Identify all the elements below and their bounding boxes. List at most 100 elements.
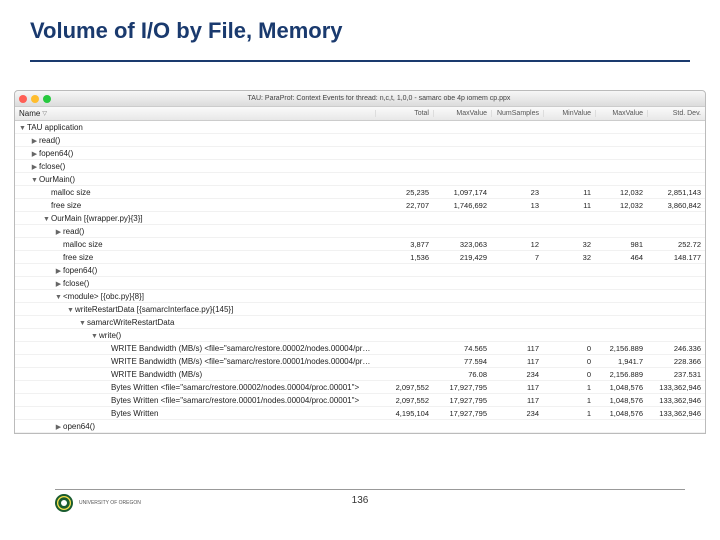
- row-name: ▶fopen64(): [15, 149, 375, 158]
- table-row[interactable]: ▼TAU application: [15, 121, 705, 134]
- cell-value: 7: [491, 253, 543, 262]
- table-row[interactable]: ▼write(): [15, 329, 705, 342]
- cell-value: 323,063: [433, 240, 491, 249]
- row-label: open64(): [63, 422, 95, 431]
- table-row[interactable]: ▶fopen64(): [15, 264, 705, 277]
- maximize-icon[interactable]: [43, 95, 51, 103]
- row-label: WRITE Bandwidth (MB/s) <file="samarc/res…: [111, 357, 375, 366]
- table-row[interactable]: ▶fclose(): [15, 160, 705, 173]
- col-maxvalue-header[interactable]: MaxValue: [433, 110, 491, 117]
- table-row[interactable]: ▶fclose(): [15, 277, 705, 290]
- cell-value: 4,195,104: [375, 409, 433, 418]
- disclosure-down-icon[interactable]: ▼: [67, 307, 74, 314]
- table-row[interactable]: ▼OurMain(): [15, 173, 705, 186]
- disclosure-right-icon[interactable]: ▶: [55, 228, 62, 236]
- disclosure-down-icon[interactable]: ▼: [91, 333, 98, 340]
- disclosure-right-icon[interactable]: ▶: [31, 150, 38, 158]
- row-name: free size: [15, 253, 375, 262]
- cell-value: 219,429: [433, 253, 491, 262]
- row-label: free size: [51, 201, 81, 210]
- row-name: Bytes Written: [15, 409, 375, 418]
- close-icon[interactable]: [19, 95, 27, 103]
- table-row[interactable]: ▶open64(): [15, 420, 705, 433]
- row-label: fclose(): [63, 279, 89, 288]
- table-row[interactable]: Bytes Written4,195,10417,927,79523411,04…: [15, 407, 705, 420]
- table-row[interactable]: malloc size3,877323,0631232981252.72: [15, 238, 705, 251]
- col-numsamples-header[interactable]: NumSamples: [491, 110, 543, 117]
- row-name: WRITE Bandwidth (MB/s) <file="samarc/res…: [15, 357, 375, 366]
- cell-value: 1: [543, 396, 595, 405]
- row-name: ▼writeRestartData [{samarcInterface.py}{…: [15, 305, 375, 314]
- minimize-icon[interactable]: [31, 95, 39, 103]
- table-row[interactable]: free size22,7071,746,692131112,0323,860,…: [15, 199, 705, 212]
- disclosure-right-icon[interactable]: ▶: [31, 163, 38, 171]
- cell-value: 1,048,576: [595, 396, 647, 405]
- disclosure-down-icon[interactable]: ▼: [19, 125, 26, 132]
- disclosure-right-icon[interactable]: ▶: [55, 267, 62, 275]
- cell-value: 117: [491, 383, 543, 392]
- row-name: WRITE Bandwidth (MB/s): [15, 370, 375, 379]
- table-row[interactable]: WRITE Bandwidth (MB/s) <file="samarc/res…: [15, 355, 705, 368]
- row-label: TAU application: [27, 123, 83, 132]
- disclosure-down-icon[interactable]: ▼: [55, 294, 62, 301]
- col-stddev-header[interactable]: Std. Dev.: [647, 110, 705, 117]
- table-row[interactable]: ▼OurMain [{wrapper.py}{3}]: [15, 212, 705, 225]
- col-total-header[interactable]: Total: [375, 110, 433, 117]
- row-name: malloc size: [15, 240, 375, 249]
- row-label: samarcWriteRestartData: [87, 318, 174, 327]
- row-label: write(): [99, 331, 121, 340]
- disclosure-down-icon[interactable]: ▼: [79, 320, 86, 327]
- row-name: ▼TAU application: [15, 123, 375, 132]
- table-row[interactable]: ▼samarcWriteRestartData: [15, 316, 705, 329]
- cell-value: 11: [543, 188, 595, 197]
- cell-value: 1,536: [375, 253, 433, 262]
- col-minvalue-header[interactable]: MinValue: [543, 110, 595, 117]
- table-row[interactable]: free size1,536219,429732464148.177: [15, 251, 705, 264]
- row-label: OurMain(): [39, 175, 75, 184]
- table-row[interactable]: ▼writeRestartData [{samarcInterface.py}{…: [15, 303, 705, 316]
- row-label: fclose(): [39, 162, 65, 171]
- disclosure-right-icon[interactable]: ▶: [55, 423, 62, 431]
- col-maxvalue2-header[interactable]: MaxValue: [595, 110, 647, 117]
- disclosure-down-icon[interactable]: ▼: [43, 216, 50, 223]
- table-header: Name ▽ Total MaxValue NumSamples MinValu…: [15, 107, 705, 121]
- cell-value: 0: [543, 357, 595, 366]
- row-name: Bytes Written <file="samarc/restore.0000…: [15, 383, 375, 392]
- traffic-lights: [19, 95, 51, 103]
- disclosure-down-icon[interactable]: ▼: [31, 177, 38, 184]
- cell-value: 1,746,692: [433, 201, 491, 210]
- table-row[interactable]: Bytes Written <file="samarc/restore.0000…: [15, 394, 705, 407]
- col-name-header[interactable]: Name ▽: [15, 109, 375, 118]
- row-label: read(): [63, 227, 84, 236]
- window-titlebar[interactable]: TAU: ParaProf: Context Events for thread…: [15, 91, 705, 107]
- row-name: Bytes Written <file="samarc/restore.0000…: [15, 396, 375, 405]
- cell-value: 0: [543, 370, 595, 379]
- disclosure-right-icon[interactable]: ▶: [55, 280, 62, 288]
- row-label: Bytes Written: [111, 409, 158, 418]
- table-row[interactable]: ▼<module> [{obc.py}{8}]: [15, 290, 705, 303]
- row-label: <module> [{obc.py}{8}]: [63, 292, 144, 301]
- table-row[interactable]: ▶read(): [15, 225, 705, 238]
- cell-value: 2,097,552: [375, 383, 433, 392]
- title-rule: [30, 60, 690, 62]
- table-row[interactable]: malloc size25,2351,097,174231112,0322,85…: [15, 186, 705, 199]
- footer-logo-area: UNIVERSITY OF OREGON: [55, 494, 141, 512]
- table-row[interactable]: ▶fopen64(): [15, 147, 705, 160]
- cell-value: 464: [595, 253, 647, 262]
- row-name: malloc size: [15, 188, 375, 197]
- table-row[interactable]: Bytes Written <file="samarc/restore.0000…: [15, 381, 705, 394]
- row-label: OurMain [{wrapper.py}{3}]: [51, 214, 143, 223]
- disclosure-right-icon[interactable]: ▶: [31, 137, 38, 145]
- table-row[interactable]: ▶read(): [15, 134, 705, 147]
- row-label: free size: [63, 253, 93, 262]
- cell-value: 17,927,795: [433, 409, 491, 418]
- row-label: WRITE Bandwidth (MB/s) <file="samarc/res…: [111, 344, 375, 353]
- cell-value: 1: [543, 409, 595, 418]
- cell-value: 12: [491, 240, 543, 249]
- cell-value: 76.08: [433, 370, 491, 379]
- window-title: TAU: ParaProf: Context Events for thread…: [57, 95, 701, 102]
- row-name: ▶open64(): [15, 422, 375, 431]
- table-row[interactable]: WRITE Bandwidth (MB/s)76.0823402,156.889…: [15, 368, 705, 381]
- table-row[interactable]: WRITE Bandwidth (MB/s) <file="samarc/res…: [15, 342, 705, 355]
- row-name: ▼OurMain(): [15, 175, 375, 184]
